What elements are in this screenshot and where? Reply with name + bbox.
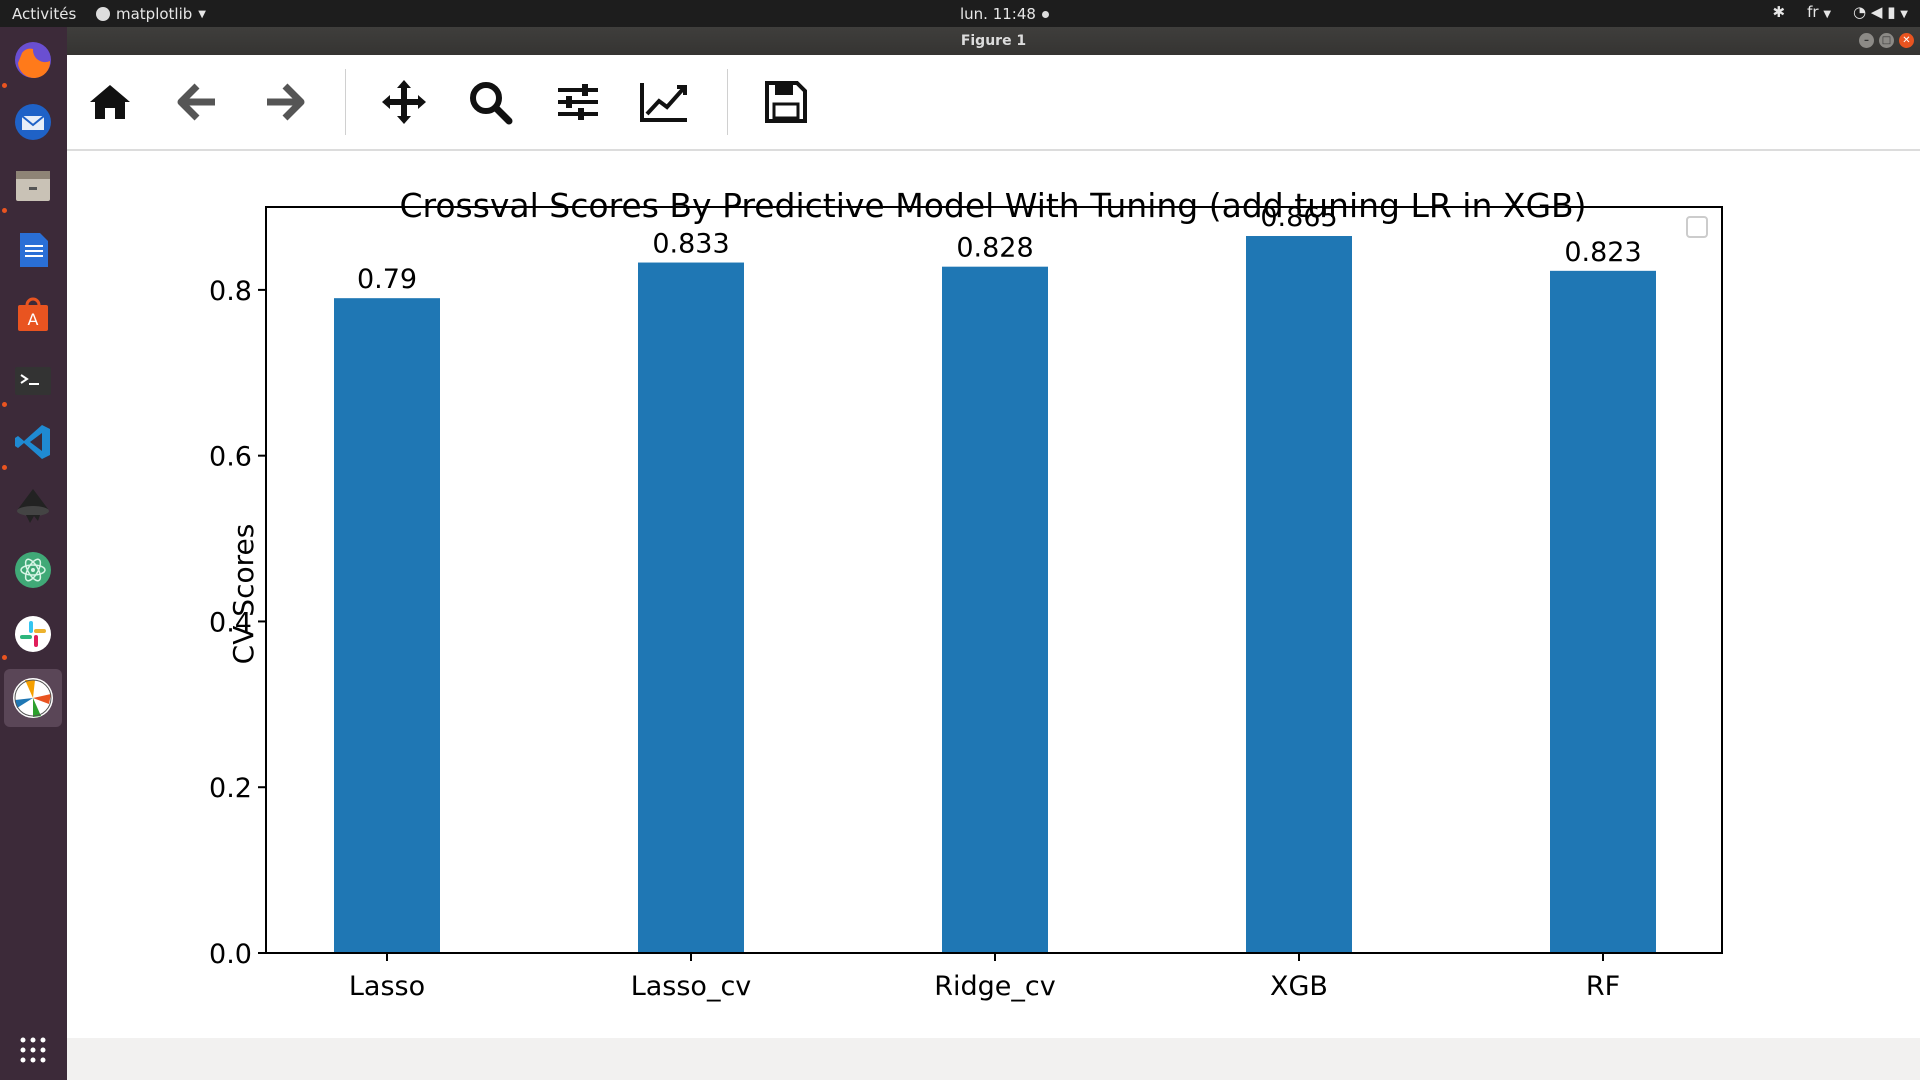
y-tick-label: 0.8 [209, 276, 252, 307]
system-menu[interactable]: ◔ ◀ ▮ ▼ [1853, 3, 1908, 21]
svg-text:A: A [28, 310, 39, 329]
files-icon[interactable] [10, 163, 56, 209]
bar-xgb [1246, 236, 1352, 953]
x-tick-label: RF [1586, 971, 1620, 1002]
bar-lasso [334, 298, 440, 953]
running-indicator [2, 83, 7, 88]
inkscape-icon[interactable] [10, 483, 56, 529]
matplotlib-icon[interactable] [10, 675, 56, 721]
running-indicator [2, 655, 7, 660]
firefox-icon[interactable] [10, 37, 56, 83]
dock: A [0, 27, 67, 1080]
top-panel: Activités matplotlib ▼ lun. 11:48 ✱ fr ▼… [0, 0, 1920, 27]
thunderbird-icon[interactable] [10, 99, 56, 145]
writer-icon[interactable] [10, 227, 56, 273]
toolbar-separator [345, 69, 346, 135]
minimize-button[interactable]: – [1859, 33, 1874, 48]
edit-axis-icon [640, 83, 687, 122]
running-indicator [2, 208, 7, 213]
app-menu[interactable]: matplotlib ▼ [96, 5, 206, 23]
atom-icon[interactable] [10, 547, 56, 593]
window-titlebar[interactable]: Figure 1 – □ ✕ [67, 27, 1920, 55]
chevron-down-icon: ▼ [198, 8, 206, 20]
zoom-icon [470, 82, 513, 125]
clock-label: lun. 11:48 [960, 5, 1036, 23]
pan-button[interactable] [377, 75, 431, 129]
bar-chart: Crossval Scores By Predictive Model With… [209, 186, 1723, 1002]
chevron-down-icon: ▼ [1823, 9, 1832, 20]
forward-icon [267, 83, 305, 121]
configure-subplots-button[interactable] [551, 75, 605, 129]
chevron-down-icon: ▼ [1900, 9, 1908, 20]
y-tick-label: 0.2 [209, 773, 252, 804]
home-icon [90, 85, 130, 119]
window-title: Figure 1 [960, 33, 1027, 49]
figure-canvas[interactable]: Crossval Scores By Predictive Model With… [67, 151, 1920, 1038]
bar-value-label: 0.79 [357, 264, 417, 295]
x-tick-label: Lasso [349, 971, 425, 1002]
y-tick-label: 0.6 [209, 442, 252, 473]
maximize-button[interactable]: □ [1879, 33, 1894, 48]
bar-value-label: 0.828 [956, 233, 1033, 264]
vscode-icon[interactable] [10, 419, 56, 465]
running-indicator [2, 402, 7, 407]
clock[interactable]: lun. 11:48 [960, 5, 1049, 23]
bar-ridge_cv [942, 266, 1048, 953]
configure-subplots-icon [558, 84, 598, 120]
back-button[interactable] [171, 75, 225, 129]
slack-icon[interactable] [10, 611, 56, 657]
save-icon [765, 81, 807, 123]
wifi-icon: ◔ [1853, 3, 1867, 21]
y-tick-label: 0.4 [209, 607, 252, 638]
edit-axis-button[interactable] [637, 75, 691, 129]
back-icon [177, 83, 215, 121]
bar-rf [1550, 270, 1656, 953]
battery-icon: ▮ [1887, 3, 1896, 21]
software-icon[interactable]: A [10, 291, 56, 337]
home-button[interactable] [83, 75, 137, 129]
status-bar [67, 1038, 1920, 1080]
pan-icon [382, 80, 426, 124]
save-button[interactable] [759, 75, 813, 129]
toolbar-separator [727, 69, 728, 135]
notification-dot-icon [1041, 10, 1049, 18]
bar-value-label: 0.833 [652, 229, 729, 260]
terminal-icon[interactable] [10, 357, 56, 403]
bar-lasso_cv [638, 262, 744, 954]
forward-button[interactable] [257, 75, 311, 129]
chart-title: Crossval Scores By Predictive Model With… [399, 186, 1586, 225]
system-tray: ✱ fr ▼ ◔ ◀ ▮ ▼ [1773, 3, 1908, 21]
plot-frame [265, 206, 1723, 954]
x-tick-label: Lasso_cv [631, 971, 752, 1002]
legend-box [1686, 216, 1708, 238]
y-axis-label: CV Scores [227, 524, 260, 665]
zoom-button[interactable] [463, 75, 517, 129]
language-label: fr [1807, 3, 1819, 21]
slack-tray-icon[interactable]: ✱ [1772, 3, 1786, 21]
show-applications-icon[interactable] [10, 1027, 56, 1073]
bar-value-label: 0.823 [1564, 237, 1641, 268]
running-indicator [2, 465, 7, 470]
language-selector[interactable]: fr ▼ [1807, 3, 1831, 21]
y-tick-label: 0.0 [209, 939, 252, 970]
close-button[interactable]: ✕ [1899, 33, 1914, 48]
volume-icon: ◀ [1870, 3, 1883, 21]
x-tick-label: XGB [1270, 971, 1328, 1002]
activities-button[interactable]: Activités [12, 5, 77, 23]
figure-window: Figure 1 – □ ✕ [67, 27, 1920, 1080]
x-tick-label: Ridge_cv [934, 971, 1055, 1002]
matplotlib-app-icon [96, 7, 110, 21]
ticks-layer: Lasso Lasso_cv Ridge_cv XGB RF 0.0 0.2 0.4 0.6 0.… [209, 276, 1620, 1002]
app-menu-label: matplotlib [116, 5, 193, 23]
navigation-toolbar [67, 55, 1920, 151]
